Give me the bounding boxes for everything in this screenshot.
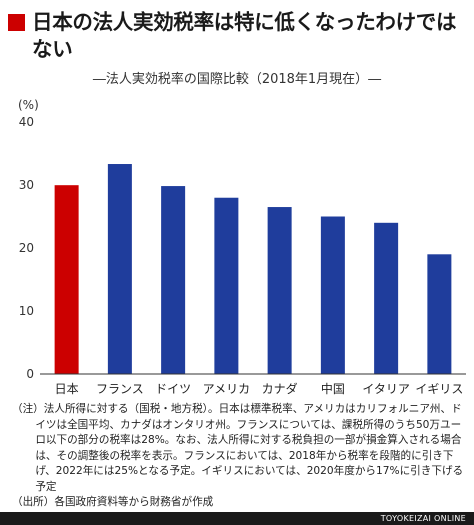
y-tick-label: 30 (19, 178, 34, 192)
note-text: （注）法人所得に対する（国税・地方税）。日本は標準税率、アメリカはカリフォルニア… (12, 403, 464, 493)
notes-block: （注）法人所得に対する（国税・地方税）。日本は標準税率、アメリカはカリフォルニア… (12, 402, 468, 511)
x-tick-label: アメリカ (203, 382, 250, 396)
bar-7 (374, 222, 399, 374)
x-tick-label: カナダ (262, 381, 298, 396)
bar-5 (267, 207, 292, 374)
bar-chart: 0 10 20 30 40 日本 フランス ドイツ アメリカ カナダ 中国 イタリア イギリス (19, 115, 466, 396)
bar-4 (214, 197, 239, 374)
x-tick-label: フランス (96, 382, 144, 396)
y-axis: 0 10 20 30 40 (19, 115, 34, 381)
title-marker (8, 14, 25, 31)
bar-1 (54, 185, 79, 374)
y-tick-label: 40 (19, 115, 34, 129)
x-tick-label: イギリス (415, 382, 463, 396)
y-tick-label: 10 (19, 304, 34, 318)
source-text: （出所）各国政府資料等から財務省が作成 (12, 496, 214, 508)
bars-group (54, 164, 452, 374)
bar-3 (161, 186, 186, 374)
x-axis: 日本 フランス ドイツ アメリカ カナダ 中国 イタリア イギリス (55, 381, 464, 396)
x-tick-label: イタリア (362, 382, 410, 396)
bar-2 (107, 164, 132, 374)
y-tick-label: 0 (26, 367, 34, 381)
publisher-logo-text: TOYOKEIZAI ONLINE (380, 514, 466, 523)
x-tick-label: 日本 (55, 382, 79, 396)
footer-bar: TOYOKEIZAI ONLINE (0, 512, 474, 525)
bar-8 (427, 254, 452, 374)
y-axis-unit-label: (%) (18, 98, 39, 112)
title-block: 日本の法人実効税率は特に低くなったわけではない (8, 9, 468, 63)
x-tick-label: 中国 (321, 381, 345, 396)
chart-title: 日本の法人実効税率は特に低くなったわけではない (32, 10, 457, 61)
x-tick-label: ドイツ (155, 382, 191, 396)
y-tick-label: 20 (19, 241, 34, 255)
chart-subtitle: ―法人実効税率の国際比較（2018年1月現在）― (92, 72, 382, 87)
bar-6 (320, 216, 345, 374)
